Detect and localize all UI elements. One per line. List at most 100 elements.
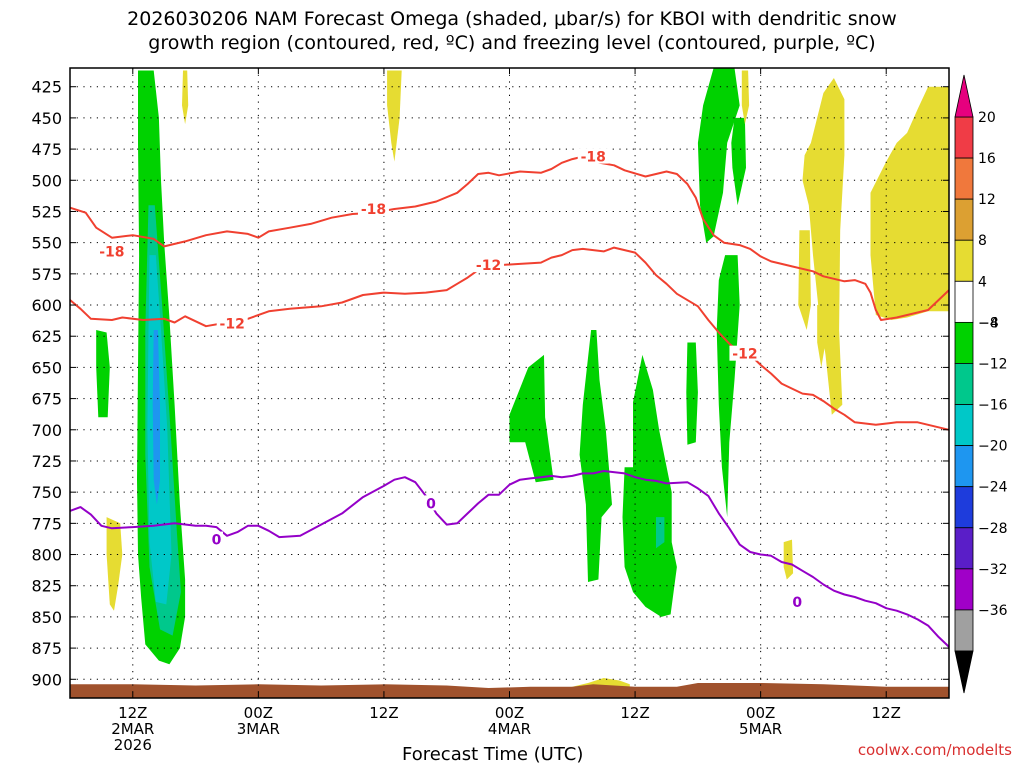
x-tick-label: 12Z [118, 704, 147, 722]
contour-label-layer: -18 -18 -18 -12 -12 -12 0 0 0 [96, 148, 804, 611]
colorbar-label: 16 [978, 151, 996, 167]
omega-region-20 [870, 86, 949, 320]
colorbar-bin [954, 609, 974, 652]
colorbar-bin [954, 157, 974, 200]
axes-layer: 425 450 475 500 525 550 575 600 625 650 675 700 725 7… [31, 68, 949, 754]
omega-region-14 [182, 70, 189, 125]
colorbar-label: −20 [978, 439, 1008, 455]
x-tick-label: 5MAR [739, 720, 782, 738]
y-tick-label: 525 [31, 202, 62, 221]
ground-surface-layer [70, 683, 949, 698]
contour-label: -12 [220, 317, 245, 333]
omega-region-22 [783, 539, 794, 580]
contour-label: 0 [792, 595, 802, 611]
y-tick-label: 575 [31, 265, 62, 284]
x-tick-label: 12Z [620, 704, 649, 722]
omega-region-8 [509, 354, 554, 483]
contour-label: -18 [361, 202, 386, 218]
colorbar-bin [954, 363, 974, 405]
x-tick-label: 2MAR [111, 720, 154, 738]
contour-label-bg [790, 593, 804, 609]
y-tick-label: 800 [31, 546, 62, 565]
contour-label-bg [473, 257, 505, 273]
colorbar-label: −16 [978, 398, 1008, 414]
y-tick-label: 750 [31, 483, 62, 502]
omega-region-16 [741, 70, 750, 125]
y-tick-label: 675 [31, 390, 62, 409]
credit-link[interactable]: coolwx.com/modelts [857, 741, 1012, 759]
colorbar-label: −8 [978, 315, 999, 331]
contour-label-bg [357, 200, 389, 216]
colorbar-bin [954, 116, 974, 159]
x-tick-label: 12Z [872, 704, 901, 722]
omega-region-9 [579, 330, 612, 582]
contour-label: -12 [732, 347, 757, 363]
contour-label: -18 [99, 244, 124, 260]
x-tick-label: 00Z [746, 704, 775, 722]
colorbar-label: 4 [978, 274, 987, 290]
contour-label-bg [96, 243, 128, 259]
colorbar-bin [954, 445, 974, 488]
colorbar-bin [954, 568, 974, 611]
colorbar-bin [954, 239, 974, 282]
omega-region-5 [697, 68, 740, 243]
colorbar-label: −28 [978, 521, 1008, 537]
y-tick-label: 625 [31, 327, 62, 346]
omega-region-13 [106, 517, 123, 611]
omega-region-11 [656, 517, 665, 549]
omega-region-4 [96, 330, 110, 418]
y-tick-label: 825 [31, 577, 62, 596]
x-tick-label: 4MAR [488, 720, 531, 738]
chart-title-line-2: growth region (contoured, red, ºC) and f… [148, 32, 876, 54]
colorbar-label: −36 [978, 603, 1008, 619]
omega-region-12 [686, 342, 698, 445]
omega-region-10 [622, 354, 677, 617]
x-tick-label: 3MAR [237, 720, 280, 738]
grid-layer [70, 68, 949, 698]
omega-region-19 [798, 230, 811, 330]
colorbar-under-arrow [954, 650, 974, 694]
x-tick-label: 00Z [495, 704, 524, 722]
x-tick-label: 2026 [114, 736, 152, 754]
omega-region-15 [387, 70, 402, 162]
omega-region-6 [731, 117, 746, 206]
x-tick-label: 00Z [244, 704, 273, 722]
contour-label: 0 [426, 496, 436, 512]
colorbar-bin [954, 198, 974, 241]
y-tick-label: 850 [31, 608, 62, 627]
colorbar-label: −24 [978, 480, 1008, 496]
colorbar-over-arrow [954, 74, 974, 118]
colorbar-bin [954, 280, 974, 323]
y-tick-label: 425 [31, 78, 62, 97]
contour-label-bg [216, 315, 248, 331]
y-tick-label: 500 [31, 171, 62, 190]
colorbar-label: −32 [978, 562, 1008, 578]
y-tick-label: 725 [31, 452, 62, 471]
contour-label-bg [424, 495, 438, 511]
y-tick-label: 475 [31, 140, 62, 159]
contour-label-bg [210, 531, 223, 547]
contour-label: 0 [212, 533, 222, 549]
contour-label: -18 [581, 150, 606, 166]
omega-region-17 [802, 78, 845, 415]
y-tick-label: 450 [31, 109, 62, 128]
colorbar-label: 20 [978, 110, 996, 126]
contour-label-bg [729, 345, 761, 361]
y-tick-label: 775 [31, 514, 62, 533]
colorbar: 20 16 12 8 4 −4−8 −12 −16 −20 −24 −28 −32 −36 [954, 74, 1008, 694]
y-tick-label: 900 [31, 670, 62, 689]
colorbar-label: 12 [978, 192, 996, 208]
colorbar-bin [954, 527, 974, 570]
contour-freezing-level [69, 470, 950, 648]
ground-surface [70, 683, 949, 698]
y-tick-label: 875 [31, 639, 62, 658]
contour-label: -12 [476, 258, 501, 274]
chart-title-line-1: 2026030206 NAM Forecast Omega (shaded, μ… [127, 8, 897, 30]
omega-shading-layer [96, 68, 949, 695]
colorbar-label: −4 [978, 315, 999, 331]
colorbar-bin [954, 486, 974, 529]
y-tick-label: 550 [31, 234, 62, 253]
colorbar-bin [954, 404, 974, 447]
y-tick-label: 650 [31, 358, 62, 377]
